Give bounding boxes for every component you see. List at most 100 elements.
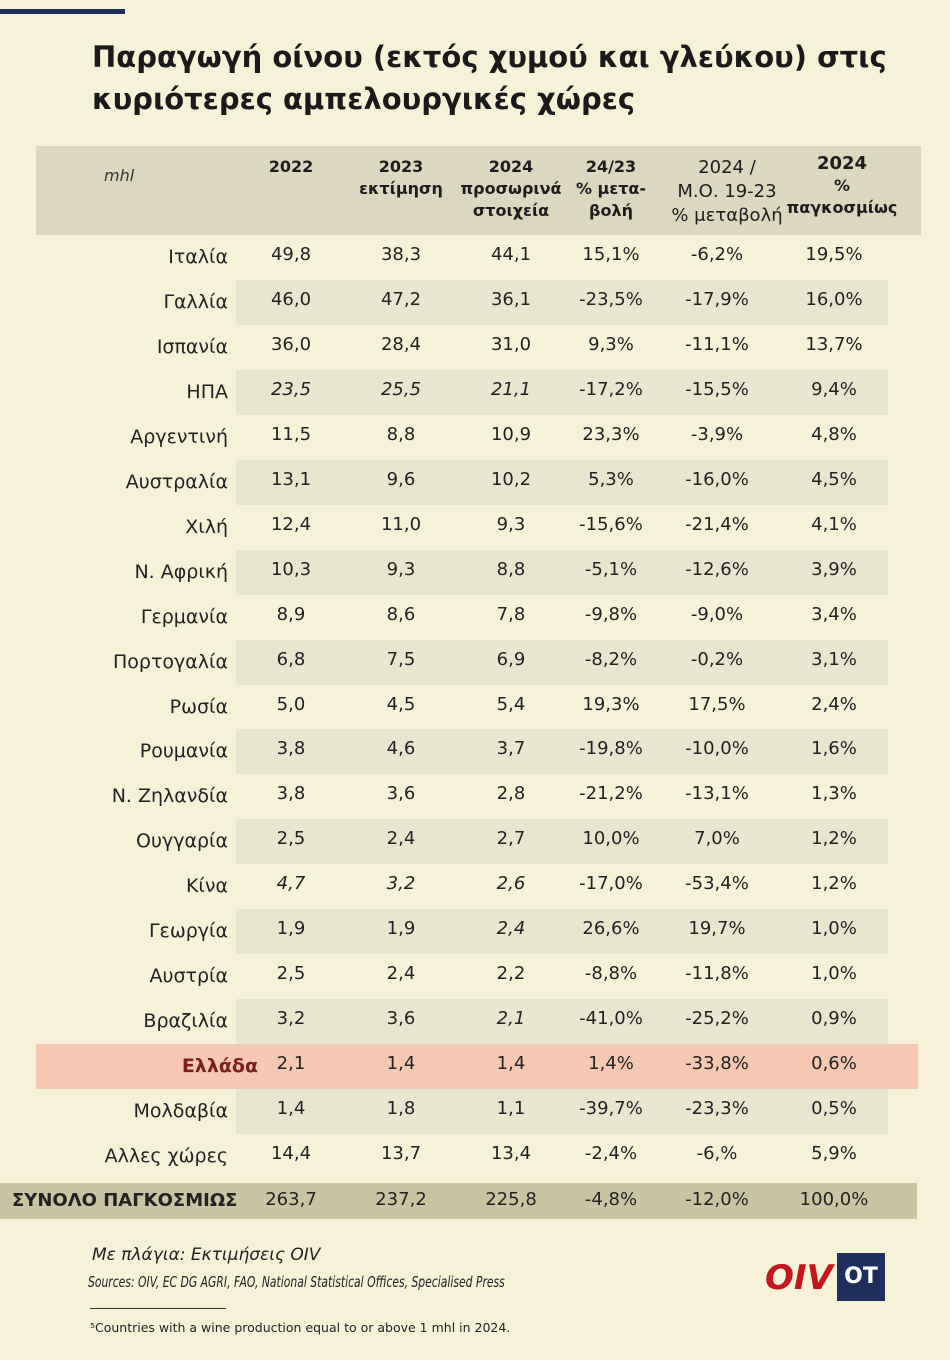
table-row: ΗΠΑ 23,5 25,5 21,1 -17,2% -15,5% 9,4% <box>36 369 888 415</box>
cell-vs-average: 19,7% <box>688 918 746 940</box>
cell-2024: 31,0 <box>490 333 532 355</box>
cell-vs-average: -11,8% <box>685 963 749 985</box>
table-row: Πορτογαλία 6,8 7,5 6,9 -8,2% -0,2% 3,1% <box>36 639 888 685</box>
cell-2022: 11,5 <box>270 423 312 445</box>
cell-share: 1,6% <box>811 738 857 760</box>
cell-change: 10,0% <box>582 828 640 850</box>
cell-2024: 13,4 <box>490 1143 532 1164</box>
row-stripe <box>236 639 888 685</box>
header-2023: 2023 εκτίμηση <box>346 156 456 200</box>
row-stripe <box>236 999 888 1045</box>
cell-2023: 1,8 <box>386 1098 416 1120</box>
country-name: Γαλλία <box>163 290 228 313</box>
cell-change: 26,6% <box>582 918 640 940</box>
cell-2023: 47,2 <box>380 288 422 310</box>
country-name: Ρωσία <box>169 695 228 718</box>
cell-share: 1,0% <box>811 963 857 985</box>
cell-vs-average: -6,% <box>696 1143 738 1164</box>
cell-2023: 8,6 <box>386 603 416 625</box>
country-name: Αυστραλία <box>125 470 228 493</box>
table-row: Ελλάδα 2,1 1,4 1,4 1,4% -33,8% 0,6% <box>36 1044 918 1090</box>
cell-share: 0,9% <box>811 1008 857 1030</box>
cell-change: -8,8% <box>584 963 638 985</box>
cell-2024: 36,1 <box>490 288 532 310</box>
footnote: ⁵Countries with a wine production equal … <box>90 1320 511 1335</box>
table-row: Αλλες χώρες 14,4 13,7 13,4 -2,4% -6,% 5,9% <box>36 1134 888 1179</box>
table-row: Ν. Ζηλανδία 3,8 3,6 2,8 -21,2% -13,1% 1,3% <box>36 774 888 819</box>
cell-vs-average: -25,2% <box>685 1008 749 1030</box>
total-2022: 263,7 <box>265 1189 317 1210</box>
cell-2024: 2,6 <box>496 873 526 895</box>
oiv-logo: OIV <box>765 1258 833 1298</box>
country-name: Ελλάδα <box>181 1055 258 1078</box>
cell-2024: 8,8 <box>496 558 526 580</box>
header-2022-label: 2022 <box>268 157 314 176</box>
table-row: Ισπανία 36,0 28,4 31,0 9,3% -11,1% 13,7% <box>36 325 888 370</box>
cell-2022: 1,9 <box>276 918 306 940</box>
cell-vs-average: -17,9% <box>685 288 749 310</box>
header-2024-year: 2024 <box>488 157 534 176</box>
cell-2022: 14,4 <box>270 1143 312 1164</box>
country-name: Ν. Αφρική <box>134 560 228 583</box>
header-change-l2: % μετα- <box>575 179 647 198</box>
cell-2024: 2,2 <box>496 963 526 985</box>
cell-vs-average: -10,0% <box>685 738 749 760</box>
cell-2024: 2,4 <box>496 918 526 940</box>
cell-share: 3,9% <box>811 558 857 580</box>
cell-change: -23,5% <box>579 288 643 310</box>
header-change-l1: 24/23 <box>585 157 637 176</box>
cell-change: 1,4% <box>588 1053 634 1075</box>
cell-2022: 10,3 <box>270 558 312 580</box>
header-change: 24/23 % μετα- βολή <box>566 156 656 222</box>
cell-share: 5,9% <box>811 1143 857 1164</box>
cell-change: -8,2% <box>584 648 638 670</box>
header-avg-l2: Μ.Ο. 19-23 <box>677 181 777 202</box>
cell-2023: 1,9 <box>386 918 416 940</box>
cell-change: -9,8% <box>584 603 638 625</box>
country-name: Ιταλία <box>168 246 228 268</box>
cell-change: 5,3% <box>588 468 634 490</box>
cell-2022: 1,4 <box>276 1098 306 1120</box>
cell-2022: 5,0 <box>276 693 306 715</box>
header-share-label: % παγκοσμίως <box>786 176 898 217</box>
cell-2022: 23,5 <box>270 378 312 400</box>
country-name: Πορτογαλία <box>112 650 228 673</box>
cell-share: 0,5% <box>811 1098 857 1120</box>
cell-vs-average: -21,4% <box>685 513 749 535</box>
cell-vs-average: 7,0% <box>694 828 740 850</box>
cell-2022: 49,8 <box>270 244 312 265</box>
cell-2022: 46,0 <box>270 288 312 310</box>
cell-vs-average: -15,5% <box>685 378 749 400</box>
table-row: Αυστρία 2,5 2,4 2,2 -8,8% -11,8% 1,0% <box>36 954 888 999</box>
cell-2022: 6,8 <box>276 648 306 670</box>
cell-2022: 2,5 <box>276 963 306 985</box>
cell-2022: 8,9 <box>276 603 306 625</box>
cell-share: 9,4% <box>811 378 857 400</box>
cell-share: 3,1% <box>811 648 857 670</box>
cell-2024: 10,9 <box>490 423 532 445</box>
header-2024: 2024 προσωρινά στοιχεία <box>456 156 566 222</box>
cell-share: 4,1% <box>811 513 857 535</box>
cell-vs-average: -3,9% <box>690 423 744 445</box>
unit-label: mhl <box>104 166 135 185</box>
cell-change: 23,3% <box>582 423 640 445</box>
table-row: Χιλή 12,4 11,0 9,3 -15,6% -21,4% 4,1% <box>36 505 888 550</box>
table-row: Ρωσία 5,0 4,5 5,4 19,3% 17,5% 2,4% <box>36 685 888 730</box>
cell-2023: 3,2 <box>386 873 416 895</box>
header-2023-year: 2023 <box>378 157 424 176</box>
cell-2024: 9,3 <box>496 513 526 535</box>
country-name: Βραζιλία <box>143 1010 228 1033</box>
cell-2023: 13,7 <box>380 1143 422 1164</box>
country-name: Ν. Ζηλανδία <box>111 785 228 808</box>
cell-2024: 44,1 <box>490 244 532 265</box>
cell-change: -21,2% <box>579 783 643 805</box>
cell-share: 19,5% <box>805 244 863 265</box>
cell-2023: 3,6 <box>386 1008 416 1030</box>
cell-2024: 2,7 <box>496 828 526 850</box>
header-world-share: 2024 % παγκοσμίως <box>777 153 907 219</box>
row-stripe <box>236 819 888 865</box>
cell-vs-average: -0,2% <box>690 648 744 670</box>
estimates-note: Με πλάγια: Εκτιμήσεις OIV <box>92 1245 321 1265</box>
cell-2023: 11,0 <box>380 513 422 535</box>
cell-2023: 9,6 <box>386 468 416 490</box>
